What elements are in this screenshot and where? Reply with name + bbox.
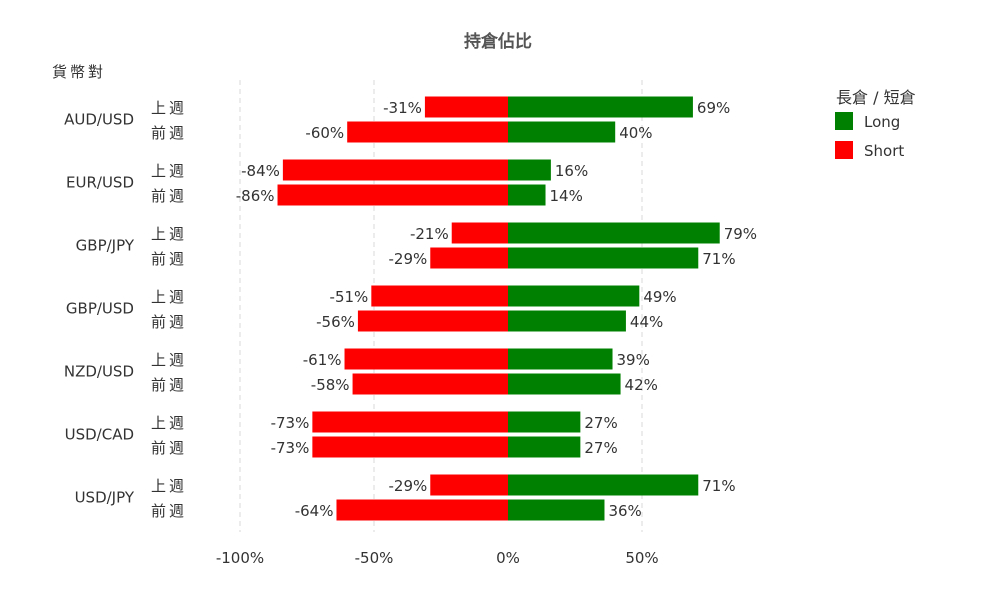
short-bar	[430, 247, 508, 269]
long-data-label: 40%	[619, 124, 652, 142]
legend-label-short: Short	[864, 142, 904, 160]
short-bar	[357, 310, 508, 332]
short-data-label: -84%	[241, 162, 280, 180]
period-label: 上週	[151, 351, 187, 369]
label-layer: AUD/USD 上週 -31% 69% 前週 -60% 40% EUR/USD 上週 -84% 16…	[64, 99, 757, 520]
long-bar	[508, 159, 551, 181]
pair-label: AUD/USD	[64, 111, 134, 129]
short-data-label: -86%	[236, 187, 275, 205]
long-data-label: 49%	[643, 288, 676, 306]
period-label: 前週	[151, 439, 187, 457]
long-data-label: 39%	[617, 351, 650, 369]
x-tick-label: 50%	[625, 549, 658, 567]
legend-item-long[interactable]: Long	[835, 112, 900, 131]
period-label: 上週	[151, 288, 187, 306]
short-bar	[347, 121, 508, 143]
long-data-label: 69%	[697, 99, 730, 117]
short-data-label: -64%	[295, 502, 334, 520]
period-label: 前週	[151, 124, 187, 142]
legend-swatch-long	[835, 112, 853, 130]
long-data-label: 36%	[608, 502, 641, 520]
long-data-label: 42%	[625, 376, 658, 394]
short-bar	[430, 474, 508, 496]
period-label: 上週	[151, 414, 187, 432]
short-data-label: -73%	[271, 414, 310, 432]
short-bar	[312, 411, 508, 433]
x-tick-label: 0%	[496, 549, 520, 567]
long-bar	[508, 121, 616, 143]
short-data-label: -29%	[389, 250, 428, 268]
short-data-label: -21%	[410, 225, 449, 243]
pair-label: USD/JPY	[75, 489, 135, 507]
period-label: 前週	[151, 250, 187, 268]
long-data-label: 27%	[584, 439, 617, 457]
long-data-label: 79%	[724, 225, 757, 243]
long-bar	[508, 310, 626, 332]
period-label: 前週	[151, 502, 187, 520]
chart-title: 持倉佔比	[464, 31, 532, 52]
period-label: 上週	[151, 99, 187, 117]
short-data-label: -31%	[383, 99, 422, 117]
short-data-label: -60%	[305, 124, 344, 142]
long-bar	[508, 184, 546, 206]
short-data-label: -61%	[303, 351, 342, 369]
long-bar	[508, 474, 699, 496]
short-data-label: -51%	[330, 288, 369, 306]
short-data-label: -73%	[271, 439, 310, 457]
period-label: 前週	[151, 313, 187, 331]
bar-layer	[277, 96, 720, 521]
x-tick-label: -100%	[216, 549, 264, 567]
short-bar	[451, 222, 508, 244]
short-bar	[277, 184, 508, 206]
short-data-label: -56%	[316, 313, 355, 331]
short-bar	[424, 96, 508, 118]
legend: 長倉 / 短倉 Long Short	[835, 88, 916, 160]
period-label: 上週	[151, 225, 187, 243]
legend-title: 長倉 / 短倉	[836, 88, 916, 107]
long-bar	[508, 411, 581, 433]
short-bar	[282, 159, 508, 181]
pair-label: GBP/JPY	[76, 237, 135, 255]
long-bar	[508, 436, 581, 458]
period-label: 前週	[151, 376, 187, 394]
pair-label: NZD/USD	[64, 363, 134, 381]
long-bar	[508, 247, 699, 269]
long-data-label: 14%	[550, 187, 583, 205]
long-data-label: 44%	[630, 313, 663, 331]
period-label: 上週	[151, 162, 187, 180]
period-label: 上週	[151, 477, 187, 495]
short-bar	[371, 285, 508, 307]
long-bar	[508, 222, 720, 244]
short-data-label: -58%	[311, 376, 350, 394]
long-data-label: 27%	[584, 414, 617, 432]
long-data-label: 71%	[702, 477, 735, 495]
short-bar	[344, 348, 508, 370]
x-tick-label: -50%	[355, 549, 394, 567]
legend-item-short[interactable]: Short	[835, 141, 904, 160]
short-bar	[336, 499, 508, 521]
pair-label: EUR/USD	[66, 174, 134, 192]
long-bar	[508, 96, 693, 118]
y-axis-title: 貨幣對	[52, 63, 106, 81]
long-data-label: 71%	[702, 250, 735, 268]
long-bar	[508, 499, 605, 521]
period-label: 前週	[151, 187, 187, 205]
long-bar	[508, 285, 640, 307]
pair-label: USD/CAD	[65, 426, 134, 444]
long-data-label: 16%	[555, 162, 588, 180]
pair-label: GBP/USD	[66, 300, 134, 318]
short-bar	[352, 373, 508, 395]
axis-layer: -100% -50% 0% 50%	[216, 549, 659, 567]
short-data-label: -29%	[389, 477, 428, 495]
legend-label-long: Long	[864, 113, 900, 131]
long-bar	[508, 373, 621, 395]
long-bar	[508, 348, 613, 370]
legend-swatch-short	[835, 141, 853, 159]
short-bar	[312, 436, 508, 458]
